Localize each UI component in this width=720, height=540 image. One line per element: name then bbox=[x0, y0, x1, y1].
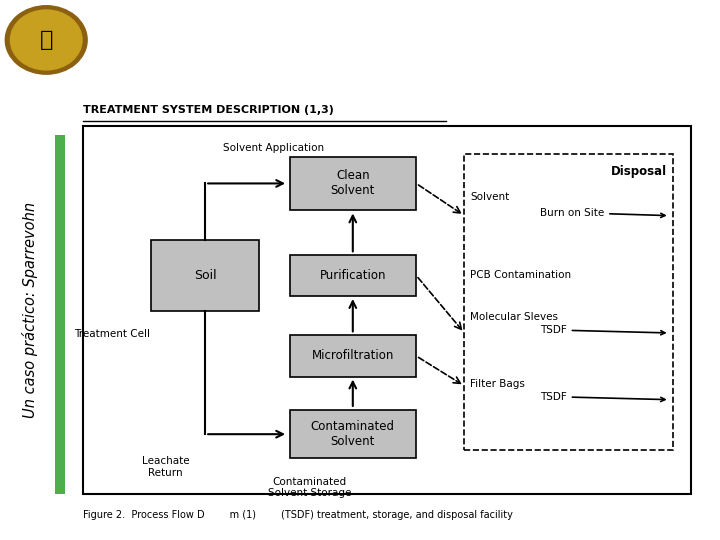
Text: 🦅: 🦅 bbox=[40, 30, 53, 50]
Text: Molecular Sleves: Molecular Sleves bbox=[470, 312, 558, 322]
Text: Disposal: Disposal bbox=[611, 165, 667, 178]
Text: Un caso práctico: Sparrevohn: Un caso práctico: Sparrevohn bbox=[22, 202, 38, 418]
Text: Descontaminación de suelos: Descontaminación de suelos bbox=[441, 15, 698, 33]
Text: Figure 2.  Process Flow D        m (1)        (TSDF) treatment, storage, and dis: Figure 2. Process Flow D m (1) (TSDF) tr… bbox=[83, 510, 513, 519]
Text: EXTRACCIÓN QUÍMICA: EXTRACCIÓN QUÍMICA bbox=[474, 52, 698, 72]
Text: Microfiltration: Microfiltration bbox=[312, 349, 394, 362]
Bar bbox=[289, 335, 415, 377]
Text: TSDF: TSDF bbox=[540, 325, 665, 335]
Text: Contaminated
Solvent Storage: Contaminated Solvent Storage bbox=[268, 476, 351, 498]
Text: Técnicas físicas y químicas II.: Técnicas físicas y químicas II. bbox=[117, 53, 385, 72]
Bar bbox=[289, 410, 415, 458]
Text: Leachate
Return: Leachate Return bbox=[142, 456, 189, 478]
Text: Solvent: Solvent bbox=[470, 192, 510, 202]
Bar bbox=[83, 126, 691, 494]
Text: Treatment Cell: Treatment Cell bbox=[73, 329, 150, 339]
Circle shape bbox=[10, 10, 82, 70]
Circle shape bbox=[5, 6, 87, 74]
Text: Contaminated
Solvent: Contaminated Solvent bbox=[311, 420, 395, 448]
Bar bbox=[289, 255, 415, 296]
Text: Clean
Solvent: Clean Solvent bbox=[330, 170, 375, 198]
Text: Purification: Purification bbox=[320, 269, 386, 282]
Text: TSDF: TSDF bbox=[540, 392, 665, 402]
Text: Solvent Application: Solvent Application bbox=[223, 143, 324, 153]
Text: Filter Bags: Filter Bags bbox=[470, 379, 525, 389]
Bar bbox=[464, 153, 673, 450]
Bar bbox=[151, 240, 259, 311]
Text: Soil: Soil bbox=[194, 269, 217, 282]
Text: TREATMENT SYSTEM DESCRIPTION (1,3): TREATMENT SYSTEM DESCRIPTION (1,3) bbox=[83, 105, 333, 115]
Bar bbox=[55, 135, 65, 494]
Bar bbox=[289, 157, 415, 210]
Text: PCB Contamination: PCB Contamination bbox=[470, 271, 571, 280]
Text: Burn on Site: Burn on Site bbox=[540, 208, 665, 218]
